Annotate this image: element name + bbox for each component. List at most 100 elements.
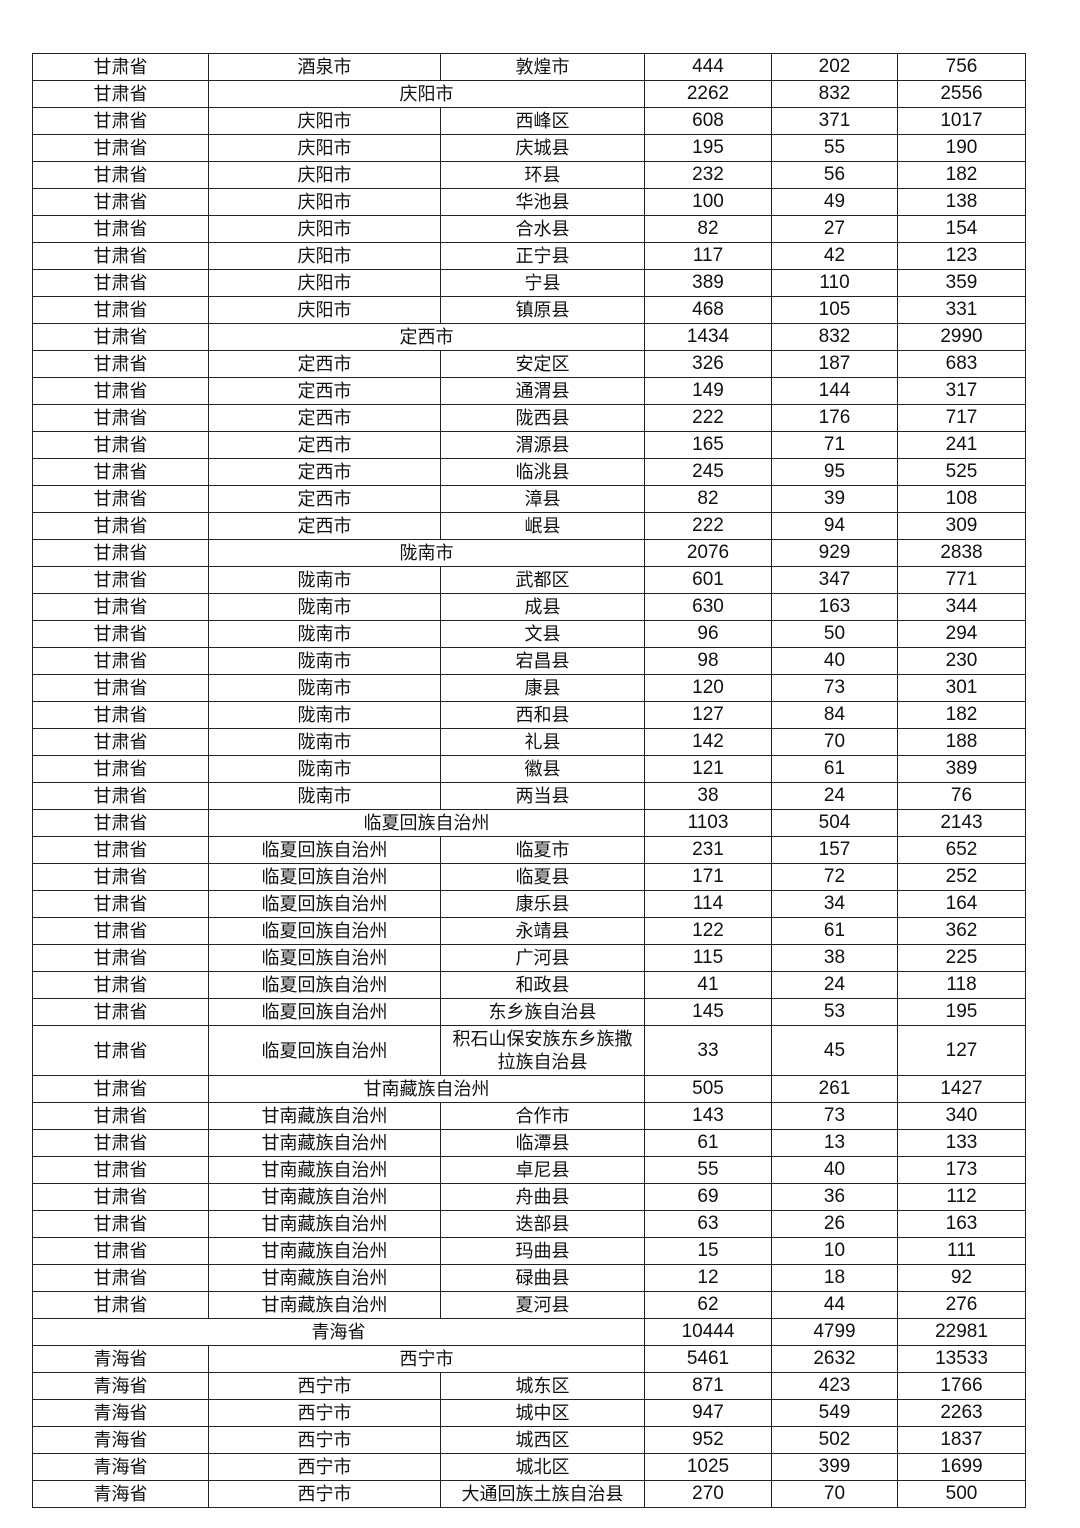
city-cell: 庆阳市 xyxy=(208,80,645,108)
value-cell-2: 36 xyxy=(771,1183,898,1211)
province-cell: 甘肃省 xyxy=(32,755,209,783)
value-cell-2: 504 xyxy=(771,809,898,837)
value-cell-2: 110 xyxy=(771,269,898,297)
value-cell-3: 133 xyxy=(897,1129,1026,1157)
value-cell-3: 294 xyxy=(897,620,1026,648)
county-cell: 大通回族土族自治县 xyxy=(440,1480,645,1508)
table-row: 甘肃省 庆阳市 合水县 82 27 154 xyxy=(32,215,1026,243)
value-cell-3: 163 xyxy=(897,1210,1026,1238)
province-cell: 甘肃省 xyxy=(32,107,209,135)
value-cell-3: 2263 xyxy=(897,1399,1026,1427)
value-cell-3: 2990 xyxy=(897,323,1026,351)
value-cell-3: 76 xyxy=(897,782,1026,810)
value-cell-1: 15 xyxy=(644,1237,772,1265)
value-cell-3: 317 xyxy=(897,377,1026,405)
city-cell: 陇南市 xyxy=(208,674,441,702)
value-cell-2: 38 xyxy=(771,944,898,972)
value-cell-2: 549 xyxy=(771,1399,898,1427)
value-cell-3: 359 xyxy=(897,269,1026,297)
table-row: 甘肃省 临夏回族自治州 临夏市 231 157 652 xyxy=(32,836,1026,864)
table-row: 甘肃省 甘南藏族自治州 碌曲县 12 18 92 xyxy=(32,1264,1026,1292)
value-cell-2: 26 xyxy=(771,1210,898,1238)
city-cell: 甘南藏族自治州 xyxy=(208,1291,441,1319)
county-cell: 镇原县 xyxy=(440,296,645,324)
county-cell: 碌曲县 xyxy=(440,1264,645,1292)
city-cell: 定西市 xyxy=(208,404,441,432)
city-cell: 陇南市 xyxy=(208,755,441,783)
province-cell: 甘肃省 xyxy=(32,1102,209,1130)
province-cell: 甘肃省 xyxy=(32,1075,209,1103)
city-cell: 临夏回族自治州 xyxy=(208,998,441,1026)
value-cell-1: 63 xyxy=(644,1210,772,1238)
value-cell-2: 105 xyxy=(771,296,898,324)
county-cell: 城北区 xyxy=(440,1453,645,1481)
value-cell-2: 929 xyxy=(771,539,898,567)
value-cell-1: 326 xyxy=(644,350,772,378)
province-cell: 甘肃省 xyxy=(32,971,209,999)
county-cell: 宕昌县 xyxy=(440,647,645,675)
city-cell: 定西市 xyxy=(208,377,441,405)
value-cell-2: 61 xyxy=(771,755,898,783)
value-cell-3: 182 xyxy=(897,161,1026,189)
county-cell: 渭源县 xyxy=(440,431,645,459)
table-row: 甘肃省 庆阳市 西峰区 608 371 1017 xyxy=(32,107,1026,135)
province-cell: 甘肃省 xyxy=(32,1156,209,1184)
value-cell-2: 72 xyxy=(771,863,898,891)
county-cell: 合作市 xyxy=(440,1102,645,1130)
value-cell-2: 50 xyxy=(771,620,898,648)
table-row: 甘肃省 临夏回族自治州 积石山保安族东乡族撒拉族自治县 33 45 127 xyxy=(32,1025,1026,1076)
value-cell-2: 95 xyxy=(771,458,898,486)
table-row: 青海省 西宁市 大通回族土族自治县 270 70 500 xyxy=(32,1480,1026,1508)
province-cell: 甘肃省 xyxy=(32,566,209,594)
value-cell-3: 340 xyxy=(897,1102,1026,1130)
city-cell: 甘南藏族自治州 xyxy=(208,1237,441,1265)
city-cell: 陇南市 xyxy=(208,701,441,729)
province-total-row: 青海省 10444 4799 22981 xyxy=(32,1318,1026,1346)
value-cell-2: 176 xyxy=(771,404,898,432)
value-cell-1: 121 xyxy=(644,755,772,783)
value-cell-1: 127 xyxy=(644,701,772,729)
city-cell: 庆阳市 xyxy=(208,107,441,135)
value-cell-1: 871 xyxy=(644,1372,772,1400)
county-cell: 康县 xyxy=(440,674,645,702)
county-cell: 文县 xyxy=(440,620,645,648)
province-cell: 甘肃省 xyxy=(32,782,209,810)
province-cell: 甘肃省 xyxy=(32,890,209,918)
value-cell-1: 231 xyxy=(644,836,772,864)
value-cell-3: 188 xyxy=(897,728,1026,756)
city-cell: 酒泉市 xyxy=(208,53,441,81)
value-cell-3: 190 xyxy=(897,134,1026,162)
city-total-row: 甘肃省 定西市 1434 832 2990 xyxy=(32,323,1026,351)
province-cell: 甘肃省 xyxy=(32,404,209,432)
table-row: 青海省 西宁市 城中区 947 549 2263 xyxy=(32,1399,1026,1427)
province-cell: 甘肃省 xyxy=(32,1291,209,1319)
table-row: 甘肃省 陇南市 礼县 142 70 188 xyxy=(32,728,1026,756)
province-cell: 甘肃省 xyxy=(32,215,209,243)
value-cell-3: 683 xyxy=(897,350,1026,378)
value-cell-2: 371 xyxy=(771,107,898,135)
table-row: 甘肃省 陇南市 西和县 127 84 182 xyxy=(32,701,1026,729)
city-cell: 庆阳市 xyxy=(208,215,441,243)
province-cell: 甘肃省 xyxy=(32,242,209,270)
province-cell: 甘肃省 xyxy=(32,620,209,648)
value-cell-2: 27 xyxy=(771,215,898,243)
value-cell-1: 114 xyxy=(644,890,772,918)
table-row: 甘肃省 定西市 临洮县 245 95 525 xyxy=(32,458,1026,486)
table-row: 甘肃省 甘南藏族自治州 迭部县 63 26 163 xyxy=(32,1210,1026,1238)
value-cell-1: 195 xyxy=(644,134,772,162)
value-cell-3: 652 xyxy=(897,836,1026,864)
province-cell: 甘肃省 xyxy=(32,512,209,540)
value-cell-3: 525 xyxy=(897,458,1026,486)
value-cell-3: 717 xyxy=(897,404,1026,432)
value-cell-1: 171 xyxy=(644,863,772,891)
value-cell-3: 108 xyxy=(897,485,1026,513)
table-body: 甘肃省 酒泉市 敦煌市 444 202 756 甘肃省 庆阳市 2262 832 2556 甘肃省 庆阳… xyxy=(32,53,1026,1508)
value-cell-1: 98 xyxy=(644,647,772,675)
city-cell: 陇南市 xyxy=(208,620,441,648)
value-cell-2: 39 xyxy=(771,485,898,513)
province-cell: 甘肃省 xyxy=(32,674,209,702)
table-row: 甘肃省 甘南藏族自治州 合作市 143 73 340 xyxy=(32,1102,1026,1130)
value-cell-1: 1103 xyxy=(644,809,772,837)
city-cell: 甘南藏族自治州 xyxy=(208,1102,441,1130)
city-cell: 临夏回族自治州 xyxy=(208,944,441,972)
